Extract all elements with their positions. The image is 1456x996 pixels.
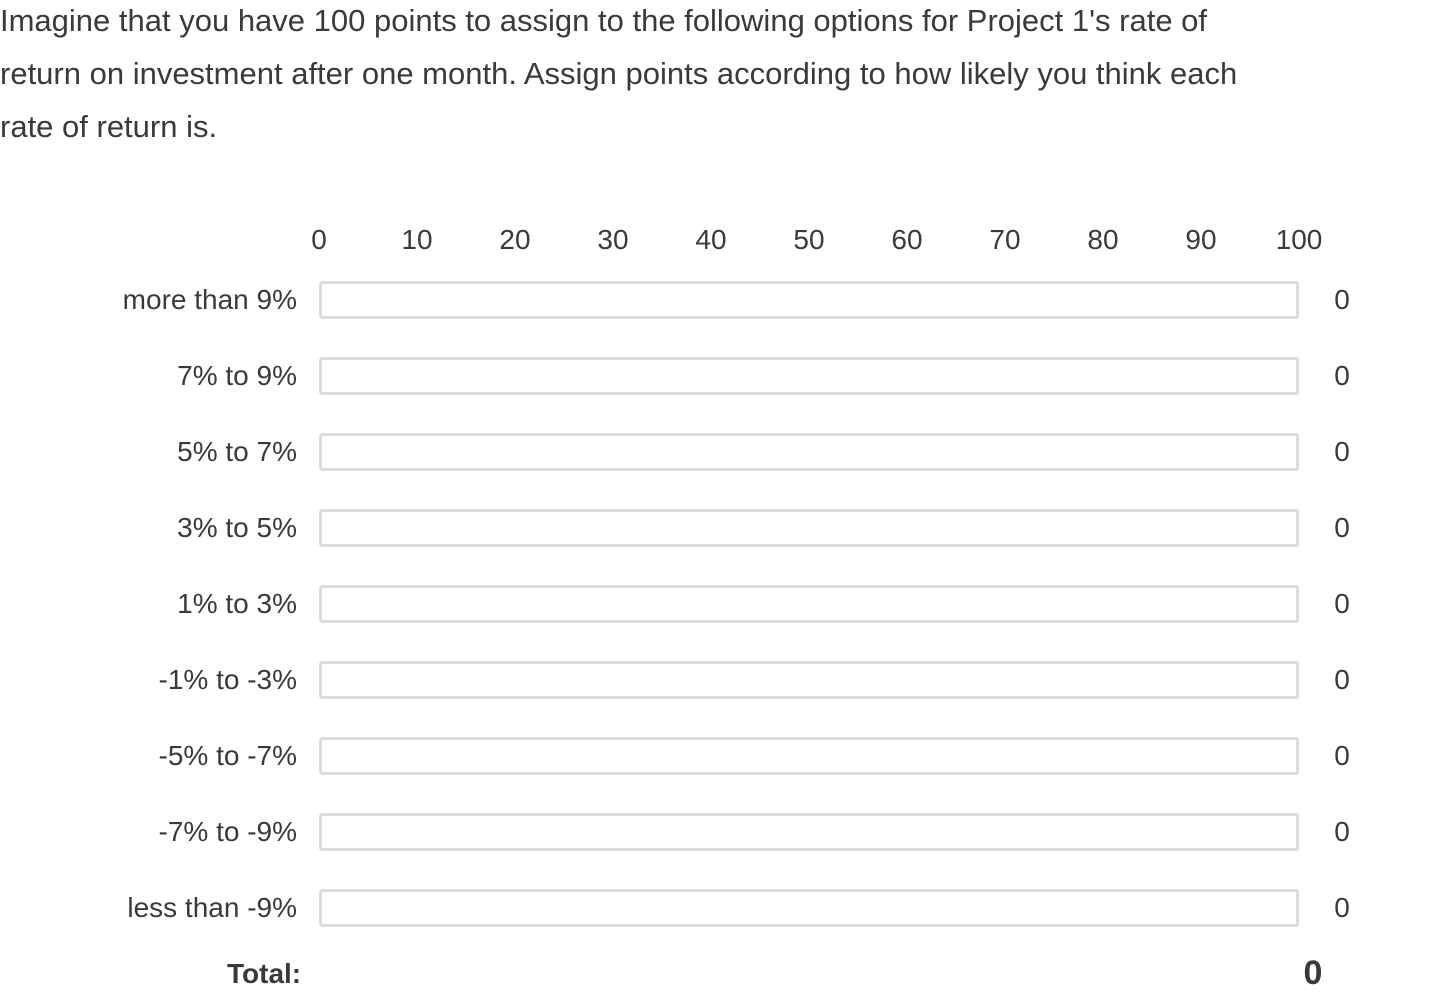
scale-tick: 20 — [499, 224, 531, 255]
scale-tick: 10 — [401, 224, 433, 255]
option-label: -7% to -9% — [158, 816, 298, 847]
slider-row: 3% to 5% 0 — [0, 508, 1456, 548]
option-label: -1% to -3% — [158, 664, 298, 695]
slider-row: -1% to -3% 0 — [0, 660, 1456, 700]
slider-track[interactable] — [319, 281, 1299, 319]
option-label: 3% to 5% — [177, 512, 297, 543]
slider-track[interactable] — [319, 661, 1299, 699]
scale-tick: 50 — [793, 224, 825, 255]
slider-track[interactable] — [319, 357, 1299, 395]
option-label: 1% to 3% — [177, 588, 297, 619]
slider-track[interactable] — [319, 433, 1299, 471]
slider-track[interactable] — [319, 889, 1299, 927]
option-label: 5% to 7% — [177, 436, 297, 467]
option-label: 7% to 9% — [177, 360, 297, 391]
scale-tick: 60 — [891, 224, 923, 255]
slider-row: 1% to 3% 0 — [0, 584, 1456, 624]
slider-row: -7% to -9% 0 — [0, 812, 1456, 852]
total-value: 0 — [1303, 954, 1323, 992]
option-value: 0 — [1334, 892, 1350, 923]
scale-tick: 100 — [1275, 224, 1323, 255]
scale-tick: 70 — [989, 224, 1021, 255]
option-value: 0 — [1334, 664, 1350, 695]
scale-tick: 30 — [597, 224, 629, 255]
option-value: 0 — [1334, 512, 1350, 543]
option-value: 0 — [1334, 436, 1350, 467]
slider-track[interactable] — [319, 737, 1299, 775]
option-value: 0 — [1334, 588, 1350, 619]
slider-row: less than -9% 0 — [0, 888, 1456, 928]
slider-row: -5% to -7% 0 — [0, 736, 1456, 776]
slider-scale: 0 10 20 30 40 50 60 70 80 90 100 — [0, 222, 1456, 258]
slider-row: 5% to 7% 0 — [0, 432, 1456, 472]
option-value: 0 — [1334, 360, 1350, 391]
total-label: Total: — [227, 958, 302, 989]
slider-row: 7% to 9% 0 — [0, 356, 1456, 396]
slider-track[interactable] — [319, 509, 1299, 547]
slider-track[interactable] — [319, 585, 1299, 623]
scale-tick: 90 — [1185, 224, 1217, 255]
option-label: less than -9% — [127, 892, 297, 923]
option-value: 0 — [1334, 740, 1350, 771]
question-text: Imagine that you have 100 points to assi… — [0, 3, 1238, 144]
scale-tick: 80 — [1087, 224, 1119, 255]
option-value: 0 — [1334, 816, 1350, 847]
slider-row: more than 9% 0 — [0, 280, 1456, 320]
scale-tick: 0 — [311, 224, 327, 255]
slider-track[interactable] — [319, 813, 1299, 851]
option-label: -5% to -7% — [158, 740, 298, 771]
option-value: 0 — [1334, 284, 1350, 315]
option-label: more than 9% — [122, 284, 297, 315]
scale-tick: 40 — [695, 224, 727, 255]
